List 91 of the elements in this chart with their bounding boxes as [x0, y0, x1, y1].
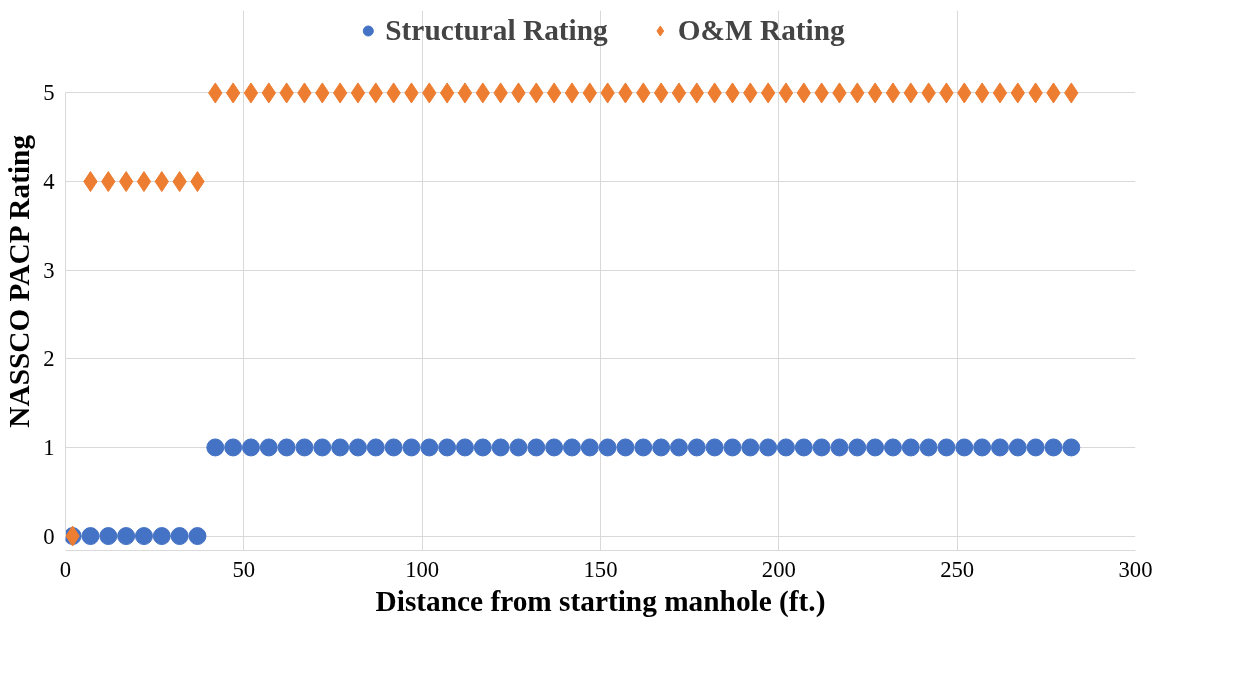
point	[580, 438, 599, 457]
point	[134, 527, 153, 546]
point	[867, 82, 883, 104]
y-tick-label: 0	[43, 523, 55, 549]
point	[669, 438, 688, 457]
point	[634, 438, 653, 457]
point	[546, 82, 562, 104]
point	[332, 82, 348, 104]
point	[206, 438, 225, 457]
point	[564, 82, 580, 104]
y-tick-label: 3	[43, 257, 55, 283]
point	[243, 82, 259, 104]
x-tick-label: 50	[232, 556, 256, 582]
point	[866, 438, 885, 457]
point	[295, 438, 314, 457]
point	[955, 438, 974, 457]
point	[1008, 438, 1027, 457]
x-tick-label: 150	[583, 556, 618, 582]
point	[473, 438, 492, 457]
point	[973, 438, 992, 457]
point	[259, 438, 278, 457]
point	[225, 82, 241, 104]
point	[616, 438, 635, 457]
point	[545, 438, 564, 457]
point	[402, 438, 421, 457]
x-tick-label: 250	[940, 556, 975, 582]
point	[438, 438, 457, 457]
point	[224, 438, 243, 457]
point	[331, 438, 350, 457]
point	[830, 438, 849, 457]
point	[937, 438, 956, 457]
point	[117, 527, 136, 546]
x-tick-label: 100	[405, 556, 440, 582]
point	[778, 82, 794, 104]
y-tick-label: 1	[43, 434, 55, 460]
x-tick-label: 200	[761, 556, 796, 582]
point	[1044, 438, 1063, 457]
point	[81, 527, 100, 546]
point	[527, 438, 546, 457]
point	[974, 82, 990, 104]
point	[1062, 438, 1081, 457]
y-tick-label: 2	[43, 346, 55, 372]
point	[653, 82, 669, 104]
point	[1026, 438, 1045, 457]
point	[152, 527, 171, 546]
point	[384, 438, 403, 457]
point	[812, 438, 831, 457]
point	[919, 438, 938, 457]
x-axis-title: Distance from starting manhole (ft.)	[375, 584, 826, 618]
y-tick-label: 4	[43, 169, 55, 195]
point	[741, 438, 760, 457]
point	[687, 438, 706, 457]
x-tick-label: 300	[1118, 556, 1153, 582]
point	[313, 438, 332, 457]
point	[188, 527, 207, 546]
point	[652, 438, 671, 457]
point	[118, 171, 134, 193]
point	[420, 438, 439, 457]
point	[277, 438, 296, 457]
point	[848, 438, 867, 457]
point	[366, 438, 385, 457]
point	[759, 438, 778, 457]
y-axis-title: NASSCO PACP Rating	[3, 134, 36, 428]
point	[598, 438, 617, 457]
point	[439, 82, 455, 104]
point	[136, 171, 152, 193]
point	[671, 82, 687, 104]
point	[350, 82, 366, 104]
point	[99, 527, 118, 546]
point	[509, 438, 528, 457]
point	[885, 82, 901, 104]
legend-label: Structural Rating	[385, 14, 608, 47]
point	[562, 438, 581, 457]
y-tick-label: 5	[43, 80, 55, 106]
point	[457, 82, 473, 104]
point	[348, 438, 367, 457]
point	[455, 438, 474, 457]
x-tick-label: 0	[59, 556, 72, 582]
point	[705, 438, 724, 457]
point	[992, 82, 1008, 104]
point	[760, 82, 776, 104]
point	[883, 438, 902, 457]
point	[241, 438, 260, 457]
point	[794, 438, 813, 457]
point	[990, 438, 1009, 457]
legend-label: O&M Rating	[677, 14, 845, 47]
point	[170, 527, 189, 546]
point	[491, 438, 510, 457]
point	[776, 438, 795, 457]
point	[901, 438, 920, 457]
point	[723, 438, 742, 457]
